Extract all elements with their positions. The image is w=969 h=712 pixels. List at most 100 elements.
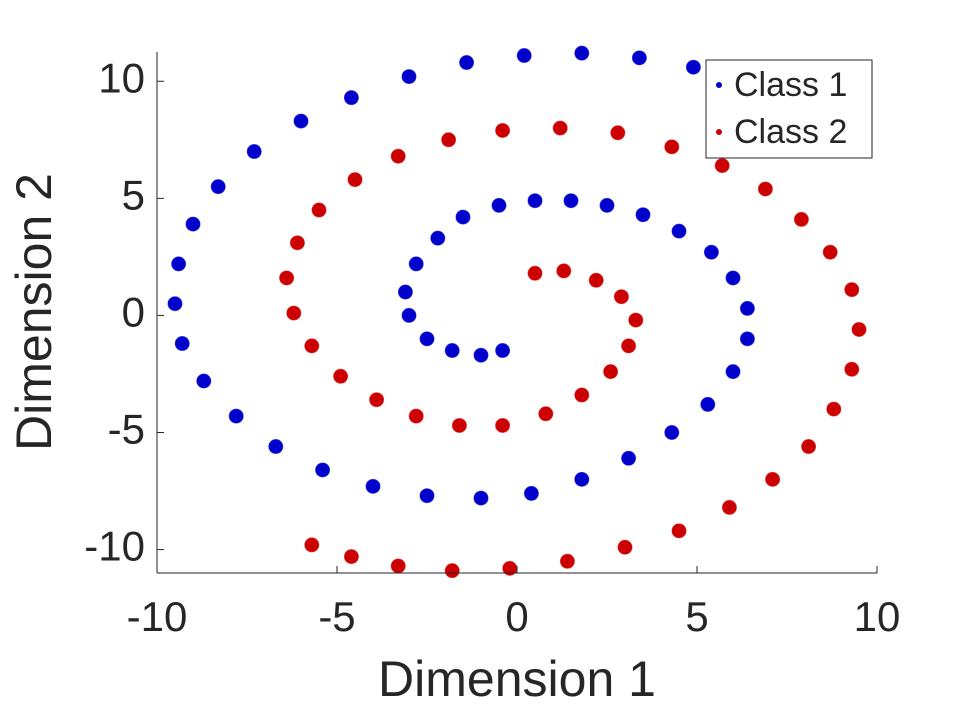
scatter-point — [289, 235, 305, 251]
scatter-point — [293, 113, 309, 129]
x-axis-label: Dimension 1 — [378, 651, 656, 707]
scatter-point — [430, 230, 446, 246]
scatter-point — [246, 144, 262, 160]
scatter-point — [401, 307, 417, 323]
scatter-point — [419, 331, 435, 347]
scatter-point — [621, 450, 637, 466]
legend-marker — [716, 129, 722, 135]
scatter-point — [286, 305, 302, 321]
scatter-point — [527, 265, 543, 281]
scatter-point — [347, 172, 363, 188]
scatter-point — [473, 490, 489, 506]
scatter-point — [631, 50, 647, 66]
scatter-point — [725, 270, 741, 286]
scatter-point — [844, 361, 860, 377]
scatter-point — [664, 139, 680, 155]
scatter-point — [171, 256, 187, 272]
scatter-point — [574, 387, 590, 403]
scatter-point — [523, 485, 539, 501]
legend-box — [705, 59, 873, 159]
scatter-point — [304, 338, 320, 354]
scatter-point — [333, 368, 349, 384]
y-tick-label: 0 — [122, 289, 145, 336]
scatter-point — [401, 69, 417, 85]
scatter-point — [210, 179, 226, 195]
scatter-point — [671, 223, 687, 239]
scatter-point — [444, 563, 460, 579]
scatter-point — [621, 338, 637, 354]
scatter-point — [408, 256, 424, 272]
y-tick-label: -5 — [108, 406, 145, 453]
scatter-point — [441, 132, 457, 148]
scatter-point — [538, 406, 554, 422]
scatter-point — [311, 202, 327, 218]
scatter-point — [574, 471, 590, 487]
scatter-point — [739, 300, 755, 316]
scatter-point — [369, 392, 385, 408]
x-tick-label: -5 — [318, 593, 355, 640]
scatter-point — [495, 417, 511, 433]
scatter-point — [390, 148, 406, 164]
y-tick-label: -10 — [84, 523, 145, 570]
scatter-point — [610, 125, 626, 141]
scatter-point — [851, 321, 867, 337]
scatter-point — [613, 289, 629, 305]
y-axis-label: Dimension 2 — [6, 173, 62, 451]
scatter-point — [703, 244, 719, 260]
legend-marker — [716, 82, 722, 88]
scatter-point — [552, 120, 568, 136]
scatter-point — [765, 471, 781, 487]
scatter-point — [714, 158, 730, 174]
scatter-point — [390, 558, 406, 574]
scatter-point — [315, 462, 331, 478]
legend-label: Class 2 — [734, 113, 847, 151]
scatter-point — [826, 401, 842, 417]
scatter-point — [455, 209, 471, 225]
scatter-point — [588, 272, 604, 288]
scatter-point — [444, 343, 460, 359]
scatter-point — [491, 197, 507, 213]
scatter-point — [343, 90, 359, 106]
scatter-point — [757, 181, 773, 197]
scatter-point — [495, 343, 511, 359]
x-tick-label: 0 — [505, 593, 528, 640]
scatter-point — [739, 331, 755, 347]
scatter-point — [304, 537, 320, 553]
scatter-point — [268, 439, 284, 455]
scatter-point — [574, 45, 590, 61]
x-tick-label: 10 — [854, 593, 901, 640]
y-tick-label: 5 — [122, 171, 145, 218]
scatter-point — [185, 216, 201, 232]
scatter-point — [397, 284, 413, 300]
scatter-point — [793, 211, 809, 227]
scatter-point — [700, 396, 716, 412]
scatter-point — [167, 296, 183, 312]
scatter-point — [617, 539, 633, 555]
scatter-point — [801, 439, 817, 455]
scatter-point — [664, 425, 680, 441]
scatter-point — [495, 122, 511, 138]
y-tick-label: 10 — [98, 54, 145, 101]
scatter-point — [459, 55, 475, 71]
scatter-point — [628, 312, 644, 328]
scatter-point — [473, 347, 489, 363]
scatter-point — [721, 499, 737, 515]
scatter-point — [635, 207, 651, 223]
scatter-point — [563, 193, 579, 209]
scatter-point — [599, 197, 615, 213]
scatter-point — [343, 549, 359, 565]
scatter-point — [603, 364, 619, 380]
scatter-point — [556, 263, 572, 279]
scatter-point — [516, 48, 532, 64]
scatter-point — [451, 417, 467, 433]
scatter-point — [844, 282, 860, 298]
x-tick-label: -10 — [127, 593, 188, 640]
scatter-point — [408, 408, 424, 424]
scatter-point — [671, 523, 687, 539]
scatter-point — [527, 193, 543, 209]
scatter-point — [559, 553, 575, 569]
scatter-point — [174, 336, 190, 352]
scatter-point — [419, 488, 435, 504]
scatter-point — [725, 364, 741, 380]
